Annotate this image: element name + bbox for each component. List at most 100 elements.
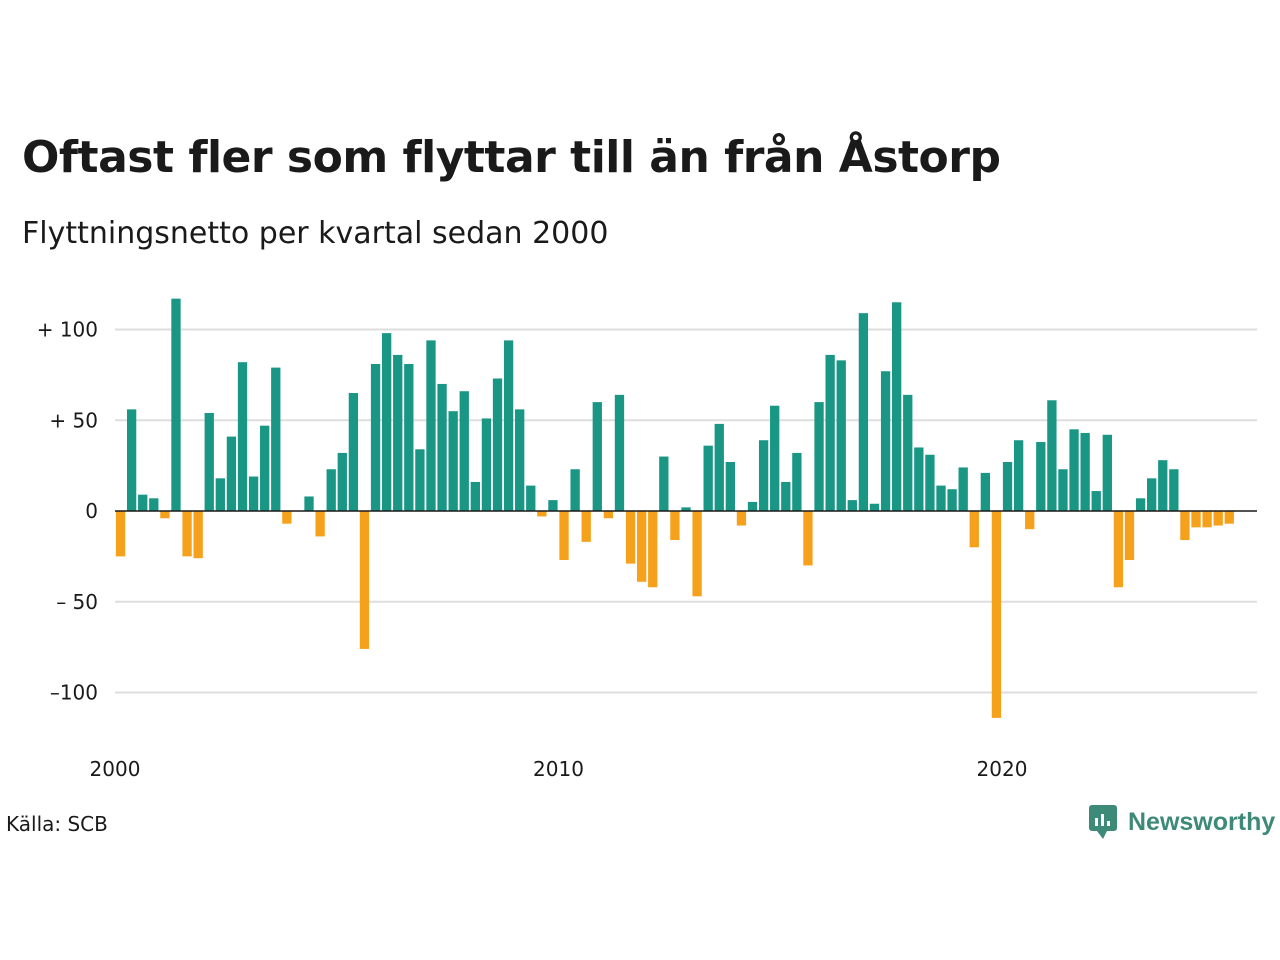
- bar: [1113, 511, 1124, 588]
- bar: [736, 511, 747, 526]
- bar: [1091, 491, 1101, 511]
- bar: [825, 354, 835, 511]
- bar: [1002, 462, 1013, 511]
- bar: [847, 500, 857, 511]
- chart-subtitle: Flyttningsnetto per kvartal sedan 2000: [22, 216, 609, 251]
- bar: [437, 383, 447, 511]
- bar: [625, 511, 636, 564]
- bar: [459, 391, 469, 511]
- bar: [903, 394, 913, 511]
- bar: [914, 447, 924, 511]
- bar: [426, 340, 436, 511]
- bar: [237, 362, 248, 511]
- bar: [1213, 511, 1223, 526]
- bar: [326, 469, 336, 511]
- bar: [448, 411, 458, 511]
- bar: [1102, 434, 1112, 511]
- source-note: Källa: SCB: [6, 812, 108, 836]
- y-tick-label: –100: [50, 681, 98, 705]
- bar: [781, 481, 791, 511]
- bar: [138, 494, 148, 511]
- bar: [1013, 440, 1024, 511]
- bar: [182, 511, 192, 557]
- bar: [1135, 498, 1146, 511]
- gridlines: [115, 328, 1257, 694]
- bar: [714, 423, 724, 511]
- brand-name: Newsworthy: [1128, 807, 1276, 836]
- bar: [725, 462, 735, 511]
- bar: [126, 409, 137, 511]
- y-axis-labels: + 100 + 50 0 – 50 –100: [37, 318, 98, 705]
- bar: [803, 511, 813, 566]
- bar: [1202, 511, 1212, 528]
- bar: [969, 511, 979, 548]
- bar: [537, 511, 547, 517]
- bar: [614, 394, 625, 511]
- bar: [1147, 478, 1157, 511]
- y-tick-label: – 50: [56, 590, 98, 614]
- bar: [648, 511, 658, 588]
- bar: [659, 456, 669, 511]
- bar: [1058, 469, 1068, 511]
- bars: [115, 298, 1234, 718]
- bar: [215, 478, 225, 511]
- bar: [359, 511, 370, 649]
- bar: [470, 481, 480, 511]
- bar: [481, 418, 492, 511]
- y-tick-label: + 100: [37, 318, 98, 342]
- bar: [548, 500, 558, 511]
- bar: [559, 511, 569, 560]
- bar-chart: + 100 + 50 0 – 50 –100 2000 2010 2020: [37, 298, 1257, 781]
- bar: [758, 440, 769, 511]
- bar: [393, 354, 403, 511]
- bar: [570, 469, 580, 511]
- bar: [936, 485, 946, 511]
- bar: [1124, 511, 1135, 560]
- bar: [858, 313, 869, 511]
- bar: [1069, 429, 1079, 511]
- bar: [692, 511, 702, 597]
- bar: [670, 511, 680, 541]
- bar: [370, 363, 381, 511]
- bar: [492, 378, 503, 511]
- bar: [160, 511, 170, 519]
- bar: [193, 511, 203, 559]
- bar: [681, 507, 691, 511]
- chart-title: Oftast fler som flyttar till än från Åst…: [22, 132, 1001, 183]
- x-tick-label: 2020: [977, 757, 1028, 781]
- bar: [1025, 511, 1035, 530]
- bar: [603, 511, 614, 519]
- bar: [880, 371, 891, 511]
- x-tick-label: 2000: [90, 757, 141, 781]
- bar: [869, 503, 880, 511]
- bar: [271, 367, 281, 511]
- x-axis-labels: 2000 2010 2020: [90, 757, 1028, 781]
- bar: [515, 409, 525, 511]
- bar: [980, 472, 991, 511]
- bar: [315, 511, 325, 537]
- bar: [592, 402, 602, 511]
- bar: [581, 511, 591, 542]
- bar: [526, 485, 536, 511]
- bar: [770, 405, 780, 511]
- bar: [947, 489, 957, 511]
- bar: [337, 452, 347, 511]
- bar: [1191, 511, 1201, 528]
- bar: [814, 402, 824, 511]
- bar: [703, 445, 713, 511]
- bar: [415, 449, 425, 511]
- y-tick-label: 0: [85, 499, 98, 523]
- bar: [348, 393, 359, 511]
- bar: [1047, 400, 1057, 511]
- bar: [892, 302, 902, 511]
- bar: [958, 467, 968, 511]
- y-tick-label: + 50: [49, 408, 98, 432]
- bar: [204, 412, 214, 511]
- bar: [636, 511, 647, 582]
- bar: [1158, 460, 1168, 511]
- bar: [1224, 511, 1234, 524]
- bar: [226, 436, 237, 511]
- bar: [248, 476, 259, 511]
- bar: [925, 454, 935, 511]
- bar: [836, 360, 846, 511]
